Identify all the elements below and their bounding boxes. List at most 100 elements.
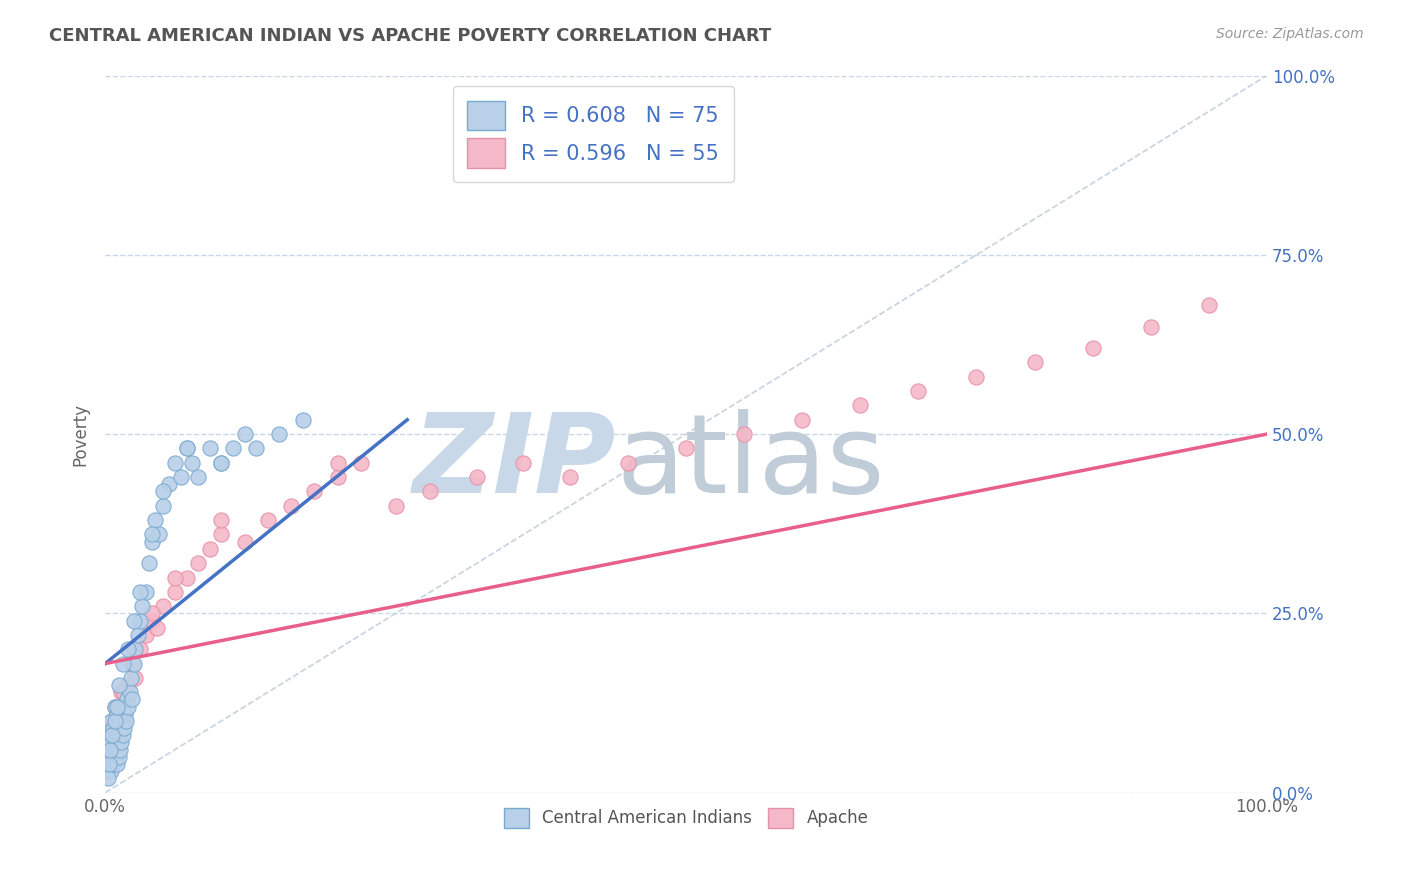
Text: CENTRAL AMERICAN INDIAN VS APACHE POVERTY CORRELATION CHART: CENTRAL AMERICAN INDIAN VS APACHE POVERT… <box>49 27 772 45</box>
Point <box>181 456 204 470</box>
Point <box>105 735 128 749</box>
Point <box>135 628 157 642</box>
Point <box>465 470 488 484</box>
Point <box>129 585 152 599</box>
Point <box>117 678 139 692</box>
Point <box>110 685 132 699</box>
Point <box>326 456 349 470</box>
Point <box>98 742 121 756</box>
Point <box>152 499 174 513</box>
Point <box>122 657 145 671</box>
Text: ZIP: ZIP <box>413 409 616 516</box>
Point <box>143 513 166 527</box>
Point <box>291 413 314 427</box>
Point <box>617 456 640 470</box>
Point <box>1198 298 1220 312</box>
Point <box>105 706 128 721</box>
Point <box>1081 341 1104 355</box>
Text: atlas: atlas <box>616 409 884 516</box>
Point <box>100 742 122 756</box>
Point <box>114 706 136 721</box>
Y-axis label: Poverty: Poverty <box>72 402 89 466</box>
Point <box>269 427 291 442</box>
Point <box>111 685 134 699</box>
Point <box>117 692 139 706</box>
Point <box>121 657 143 671</box>
Point <box>163 456 186 470</box>
Point <box>97 756 120 771</box>
Point <box>115 714 138 728</box>
Point <box>108 728 131 742</box>
Point <box>326 470 349 484</box>
Point <box>118 685 141 699</box>
Point <box>304 484 326 499</box>
Point <box>141 527 163 541</box>
Point <box>512 456 534 470</box>
Point <box>209 527 232 541</box>
Point <box>98 756 121 771</box>
Point <box>110 742 132 756</box>
Point <box>146 621 169 635</box>
Point <box>141 534 163 549</box>
Point <box>100 735 122 749</box>
Point <box>122 614 145 628</box>
Point <box>112 721 135 735</box>
Point <box>209 456 232 470</box>
Point <box>97 749 120 764</box>
Point <box>163 585 186 599</box>
Point <box>849 398 872 412</box>
Point <box>129 642 152 657</box>
Point <box>121 692 143 706</box>
Point <box>187 470 209 484</box>
Point <box>100 764 122 779</box>
Point <box>103 699 125 714</box>
Point <box>907 384 929 398</box>
Point <box>792 413 814 427</box>
Point <box>108 728 131 742</box>
Point <box>209 513 232 527</box>
Point <box>122 642 145 657</box>
Point <box>1024 355 1046 369</box>
Point <box>350 456 373 470</box>
Point <box>966 369 988 384</box>
Point <box>141 614 163 628</box>
Point <box>97 728 120 742</box>
Point <box>103 756 125 771</box>
Point <box>117 642 139 657</box>
Point <box>135 585 157 599</box>
Point <box>675 442 697 456</box>
Point <box>104 721 127 735</box>
Point <box>105 706 128 721</box>
Point <box>110 714 132 728</box>
Legend: Central American Indians, Apache: Central American Indians, Apache <box>496 801 876 835</box>
Point <box>101 749 124 764</box>
Point <box>117 699 139 714</box>
Point <box>198 541 221 556</box>
Point <box>105 721 128 735</box>
Point <box>163 570 186 584</box>
Point <box>131 599 153 614</box>
Point <box>115 692 138 706</box>
Point <box>124 642 146 657</box>
Point <box>733 427 755 442</box>
Point <box>111 728 134 742</box>
Point <box>103 735 125 749</box>
Point <box>148 527 170 541</box>
Text: Source: ZipAtlas.com: Source: ZipAtlas.com <box>1216 27 1364 41</box>
Point <box>96 772 118 786</box>
Point <box>176 442 198 456</box>
Point <box>96 764 118 779</box>
Point <box>176 570 198 584</box>
Point <box>103 721 125 735</box>
Point <box>111 699 134 714</box>
Point <box>107 721 129 735</box>
Point <box>138 556 160 570</box>
Point <box>100 714 122 728</box>
Point <box>245 442 267 456</box>
Point <box>233 534 256 549</box>
Point <box>120 671 142 685</box>
Point <box>558 470 581 484</box>
Point <box>111 657 134 671</box>
Point <box>233 427 256 442</box>
Point <box>105 756 128 771</box>
